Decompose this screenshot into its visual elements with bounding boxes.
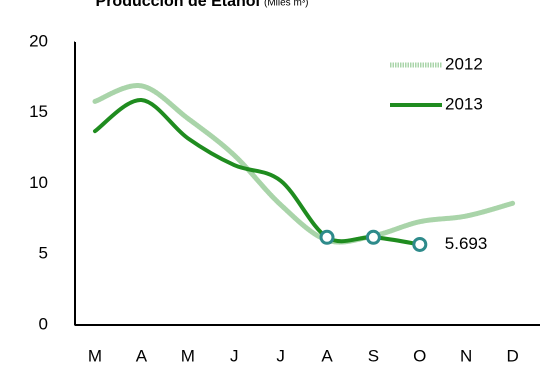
series-line	[93, 98, 422, 247]
y-tick-label: 10	[29, 173, 48, 192]
point-marker	[365, 229, 381, 245]
x-tick-label: A	[136, 346, 148, 365]
x-tick-label: M	[88, 346, 102, 365]
chart-subtitle: (Miles m³)	[264, 0, 308, 9]
x-tick-label: M	[181, 346, 195, 365]
series-line	[92, 83, 516, 245]
x-tick-label: N	[460, 346, 472, 365]
y-tick-label: 0	[39, 314, 48, 333]
x-tick-label: J	[230, 346, 239, 365]
x-tick-label: O	[413, 346, 426, 365]
legend-label: 2013	[445, 94, 483, 113]
y-tick-label: 5	[39, 244, 48, 263]
x-tick-label: D	[506, 346, 518, 365]
point-marker	[319, 229, 335, 245]
x-tick-label: S	[368, 346, 379, 365]
data-label: 5.693	[445, 234, 488, 253]
y-tick-label: 20	[29, 31, 48, 50]
y-tick-label: 15	[29, 102, 48, 121]
chart-title: Producción de Etanol	[96, 0, 260, 10]
legend-label: 2012	[445, 54, 483, 73]
point-marker	[412, 236, 428, 252]
x-tick-label: J	[276, 346, 285, 365]
x-tick-label: A	[321, 346, 333, 365]
